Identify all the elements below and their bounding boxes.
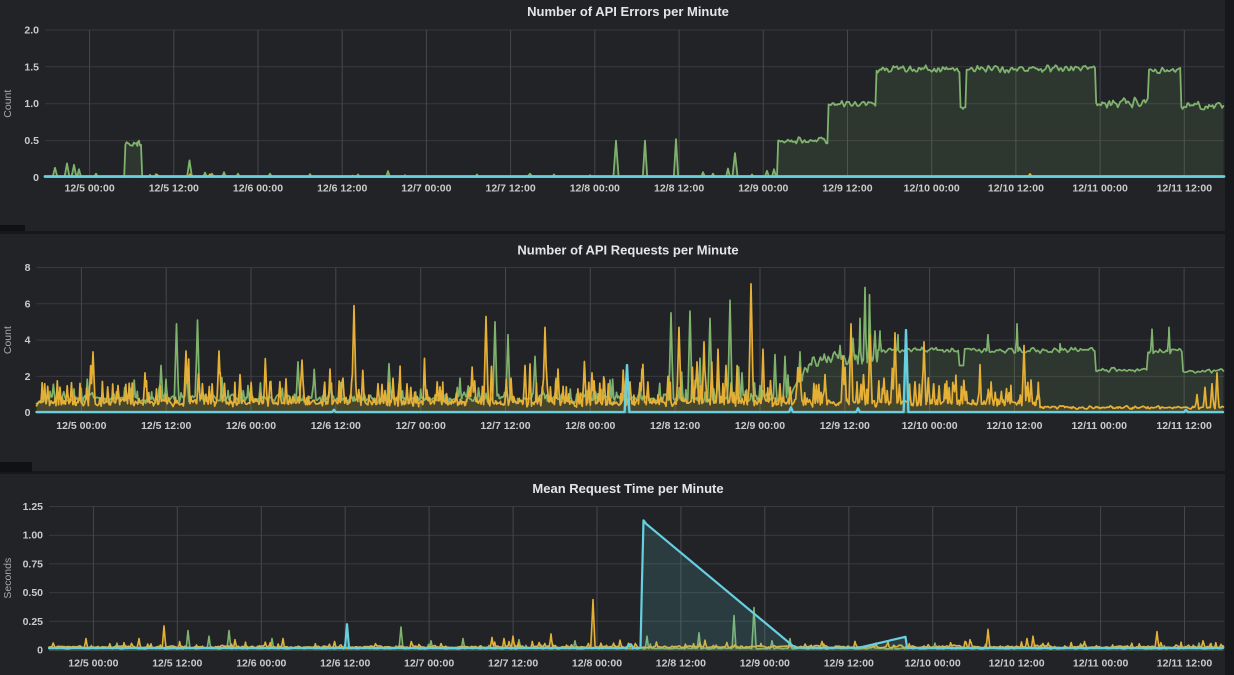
- svg-text:Count: Count: [2, 326, 14, 354]
- svg-text:12/10 12:00: 12/10 12:00: [986, 420, 1042, 432]
- svg-text:Number of API Errors per Minut: Number of API Errors per Minute: [527, 4, 729, 19]
- svg-text:12/6 00:00: 12/6 00:00: [226, 420, 276, 432]
- svg-text:12/9 00:00: 12/9 00:00: [735, 420, 785, 432]
- svg-text:12/11 00:00: 12/11 00:00: [1071, 420, 1127, 432]
- svg-text:12/9 00:00: 12/9 00:00: [738, 183, 788, 195]
- svg-text:0: 0: [33, 172, 39, 184]
- svg-text:12/9 12:00: 12/9 12:00: [820, 420, 870, 432]
- svg-text:6: 6: [25, 298, 31, 310]
- svg-text:12/6 12:00: 12/6 12:00: [320, 658, 370, 670]
- svg-text:0.75: 0.75: [23, 558, 44, 570]
- svg-text:12/5 00:00: 12/5 00:00: [56, 420, 106, 432]
- svg-text:12/11 12:00: 12/11 12:00: [1156, 420, 1212, 432]
- svg-text:12/8 00:00: 12/8 00:00: [565, 420, 615, 432]
- svg-text:12/7 12:00: 12/7 12:00: [485, 183, 535, 195]
- svg-text:12/5 12:00: 12/5 12:00: [149, 183, 199, 195]
- svg-text:12/6 12:00: 12/6 12:00: [311, 420, 361, 432]
- svg-text:12/7 00:00: 12/7 00:00: [404, 658, 454, 670]
- svg-text:Mean Request Time per Minute: Mean Request Time per Minute: [532, 481, 723, 496]
- svg-text:12/6 00:00: 12/6 00:00: [233, 183, 283, 195]
- svg-text:12/5 00:00: 12/5 00:00: [68, 658, 118, 670]
- svg-text:12/8 12:00: 12/8 12:00: [656, 658, 706, 670]
- svg-text:12/5 00:00: 12/5 00:00: [64, 183, 114, 195]
- svg-text:2.0: 2.0: [24, 25, 39, 37]
- svg-text:12/10 12:00: 12/10 12:00: [989, 658, 1045, 670]
- svg-text:12/6 12:00: 12/6 12:00: [317, 183, 367, 195]
- svg-text:8: 8: [25, 262, 31, 274]
- svg-text:12/10 12:00: 12/10 12:00: [988, 183, 1044, 195]
- svg-text:Seconds: Seconds: [2, 558, 14, 599]
- svg-text:12/7 00:00: 12/7 00:00: [401, 183, 451, 195]
- svg-text:1.5: 1.5: [24, 61, 39, 73]
- svg-text:12/9 12:00: 12/9 12:00: [822, 183, 872, 195]
- svg-text:12/8 00:00: 12/8 00:00: [570, 183, 620, 195]
- svg-text:12/5 12:00: 12/5 12:00: [141, 420, 191, 432]
- svg-text:0: 0: [25, 407, 31, 419]
- svg-text:0: 0: [37, 645, 43, 657]
- svg-text:12/9 12:00: 12/9 12:00: [824, 658, 874, 670]
- svg-text:12/7 12:00: 12/7 12:00: [480, 420, 530, 432]
- svg-text:12/6 00:00: 12/6 00:00: [236, 658, 286, 670]
- svg-text:12/11 00:00: 12/11 00:00: [1072, 183, 1128, 195]
- svg-text:1.25: 1.25: [23, 501, 44, 513]
- svg-text:12/10 00:00: 12/10 00:00: [905, 658, 961, 670]
- svg-text:Count: Count: [2, 90, 14, 118]
- svg-text:12/8 12:00: 12/8 12:00: [654, 183, 704, 195]
- svg-text:12/10 00:00: 12/10 00:00: [902, 420, 958, 432]
- svg-text:12/5 12:00: 12/5 12:00: [152, 658, 202, 670]
- svg-text:1.0: 1.0: [24, 98, 39, 110]
- svg-text:12/7 12:00: 12/7 12:00: [488, 658, 538, 670]
- svg-text:4: 4: [25, 335, 31, 347]
- svg-text:Number of API Requests per Min: Number of API Requests per Minute: [517, 243, 738, 258]
- svg-text:12/11 12:00: 12/11 12:00: [1157, 183, 1213, 195]
- svg-text:12/11 12:00: 12/11 12:00: [1157, 658, 1213, 670]
- svg-text:12/7 00:00: 12/7 00:00: [396, 420, 446, 432]
- svg-text:0.50: 0.50: [23, 587, 44, 599]
- svg-text:0.5: 0.5: [24, 135, 39, 147]
- svg-text:12/9 00:00: 12/9 00:00: [740, 658, 790, 670]
- svg-text:12/11 00:00: 12/11 00:00: [1073, 658, 1129, 670]
- svg-text:12/8 12:00: 12/8 12:00: [650, 420, 700, 432]
- svg-text:12/10 00:00: 12/10 00:00: [904, 183, 960, 195]
- svg-text:12/8 00:00: 12/8 00:00: [572, 658, 622, 670]
- svg-text:2: 2: [25, 371, 31, 383]
- svg-text:1.00: 1.00: [23, 530, 44, 542]
- svg-text:0.25: 0.25: [23, 616, 44, 628]
